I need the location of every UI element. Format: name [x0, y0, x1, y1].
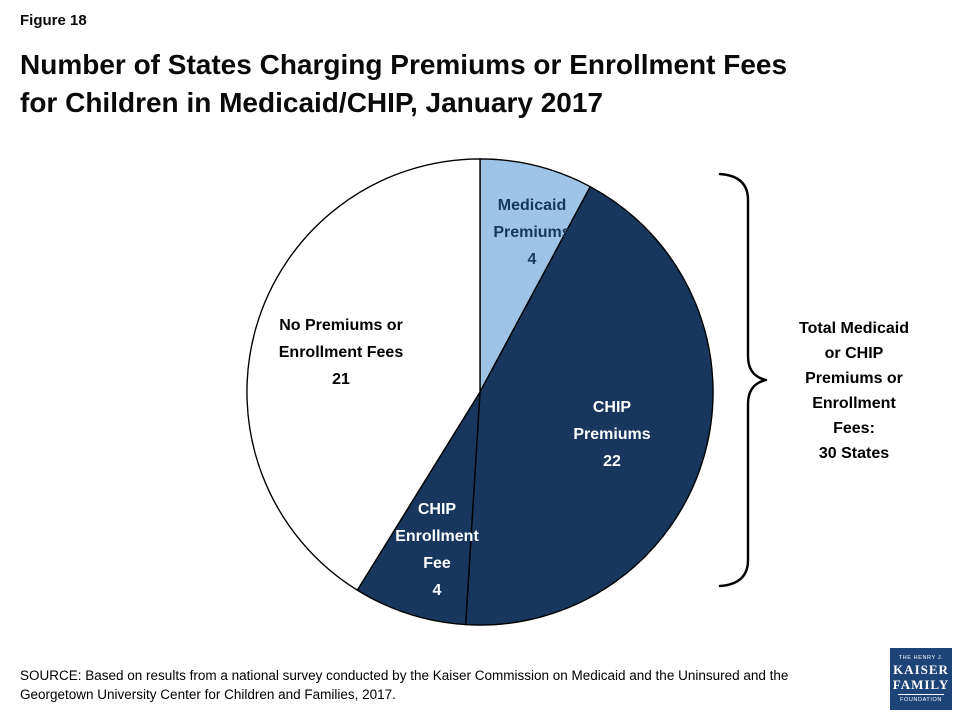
annotation-line: Enrollment — [812, 395, 896, 412]
label-line: No Premiums or — [279, 317, 403, 334]
page-title: Number of States Charging Premiums or En… — [20, 46, 940, 122]
logo-line-1: THE HENRY J. — [898, 654, 944, 661]
label-no-premiums: No Premiums or Enrollment Fees 21 — [244, 312, 438, 393]
annotation-line: Fees: — [833, 420, 875, 437]
figure-label: Figure 18 — [20, 12, 87, 29]
source-line-2: Georgetown University Center for Childre… — [20, 687, 396, 702]
label-value: 4 — [432, 582, 442, 599]
logo-line-4: FOUNDATION — [900, 696, 942, 703]
pie-slice-chip-enrollment-fee — [356, 391, 481, 626]
label-line: Premiums — [493, 224, 571, 241]
annotation-line: Premiums or — [805, 370, 903, 387]
label-line: Fee — [423, 555, 451, 572]
label-value: 21 — [332, 371, 350, 388]
label-line: Premiums — [573, 426, 651, 443]
title-line-2: for Children in Medicaid/CHIP, January 2… — [20, 87, 603, 118]
annotation-line: Total Medicaid — [799, 320, 909, 337]
label-line: CHIP — [417, 501, 457, 518]
pie-slice-chip-premiums — [464, 185, 714, 626]
source-note: SOURCE: Based on results from a national… — [20, 666, 870, 704]
label-chip-enrollment-fee: CHIP Enrollment Fee 4 — [377, 496, 497, 604]
pie-svg — [246, 158, 714, 626]
pie-slice-no-premiums — [246, 158, 481, 592]
logo-line-2: KAISER — [893, 661, 949, 677]
kff-logo: THE HENRY J. KAISER FAMILY FOUNDATION — [890, 648, 952, 710]
label-medicaid-premiums: Medicaid Premiums 4 — [471, 192, 593, 273]
pie-chart — [243, 155, 717, 629]
brace-icon — [718, 172, 768, 588]
label-line: Medicaid — [497, 197, 567, 214]
logo-line-3: FAMILY — [892, 676, 950, 692]
pie-slice-medicaid-premiums — [479, 158, 592, 393]
title-line-1: Number of States Charging Premiums or En… — [20, 49, 788, 80]
brace-path — [718, 172, 768, 588]
label-line: CHIP — [592, 399, 632, 416]
annotation-line: or CHIP — [824, 345, 884, 362]
label-value: 22 — [603, 453, 621, 470]
label-line: Enrollment — [395, 528, 479, 545]
logo-divider — [898, 693, 944, 695]
source-line-1: SOURCE: Based on results from a national… — [20, 668, 789, 683]
label-value: 4 — [527, 251, 537, 268]
label-chip-premiums: CHIP Premiums 22 — [552, 394, 672, 475]
annotation-line: 30 States — [818, 445, 890, 462]
total-annotation: Total Medicaid or CHIP Premiums or Enrol… — [758, 316, 950, 466]
label-line: Enrollment Fees — [278, 344, 404, 361]
